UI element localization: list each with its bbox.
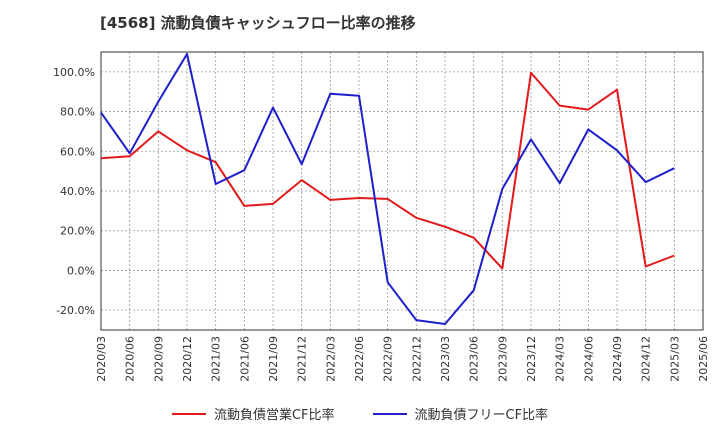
x-tick-label: 2024/09 xyxy=(611,336,624,382)
series-lines xyxy=(100,53,675,325)
legend-swatch-red xyxy=(171,412,206,415)
y-tick-label: 100.0% xyxy=(53,66,95,79)
series-line-free-cf xyxy=(100,53,675,325)
y-tick-label: 20.0% xyxy=(60,225,95,238)
x-tick-label: 2020/12 xyxy=(181,336,194,382)
x-tick-label: 2021/09 xyxy=(267,336,280,382)
x-tick-label: 2023/06 xyxy=(468,336,481,382)
y-tick-labels: -20.0% 0.0% 20.0% 40.0% 60.0% 80.0% 100.0% xyxy=(53,66,95,317)
y-tick-label: 0.0% xyxy=(67,264,95,277)
legend-swatch-blue xyxy=(372,412,407,415)
grid-lines xyxy=(101,52,703,330)
legend-item-operating-cf: 流動負債営業CF比率 xyxy=(171,404,335,423)
x-tick-label: 2024/03 xyxy=(554,336,567,382)
legend-label-free-cf: 流動負債フリーCF比率 xyxy=(414,408,549,423)
axes xyxy=(100,51,704,331)
x-tick-label: 2021/06 xyxy=(238,336,251,382)
x-tick-label: 2022/06 xyxy=(353,336,366,382)
series-line-operating-cf xyxy=(100,71,675,270)
x-tick-label: 2022/09 xyxy=(382,336,395,382)
x-tick-label: 2023/12 xyxy=(525,336,538,382)
x-tick-label: 2024/06 xyxy=(582,336,595,382)
x-tick-label: 2023/09 xyxy=(496,336,509,382)
y-tick-label: -20.0% xyxy=(56,304,95,317)
x-tick-label: 2025/03 xyxy=(668,336,681,382)
x-tick-label: 2020/09 xyxy=(152,336,165,382)
plot-frame xyxy=(100,51,704,331)
x-tick-label: 2020/06 xyxy=(124,336,137,382)
y-tick-label: 60.0% xyxy=(60,145,95,158)
legend: 流動負債営業CF比率 流動負債フリーCF比率 xyxy=(0,404,720,423)
x-tick-label: 2025/06 xyxy=(697,336,710,382)
x-tick-labels: 2020/03 2020/06 2020/09 2020/12 2021/03 2021/… xyxy=(95,336,710,382)
x-tick-label: 2021/03 xyxy=(210,336,223,382)
legend-label-operating-cf: 流動負債営業CF比率 xyxy=(213,408,335,423)
x-tick-label: 2020/03 xyxy=(95,336,108,382)
legend-item-free-cf: 流動負債フリーCF比率 xyxy=(372,404,549,423)
chart-title: [4568] 流動負債キャッシュフロー比率の推移 xyxy=(100,14,416,32)
x-tick-label: 2022/12 xyxy=(410,336,423,382)
x-tick-label: 2023/03 xyxy=(439,336,452,382)
y-tick-label: 40.0% xyxy=(60,185,95,198)
y-tick-label: 80.0% xyxy=(60,106,95,119)
x-tick-label: 2022/03 xyxy=(324,336,337,382)
x-tick-label: 2021/12 xyxy=(296,336,309,382)
x-tick-label: 2024/12 xyxy=(640,336,653,382)
